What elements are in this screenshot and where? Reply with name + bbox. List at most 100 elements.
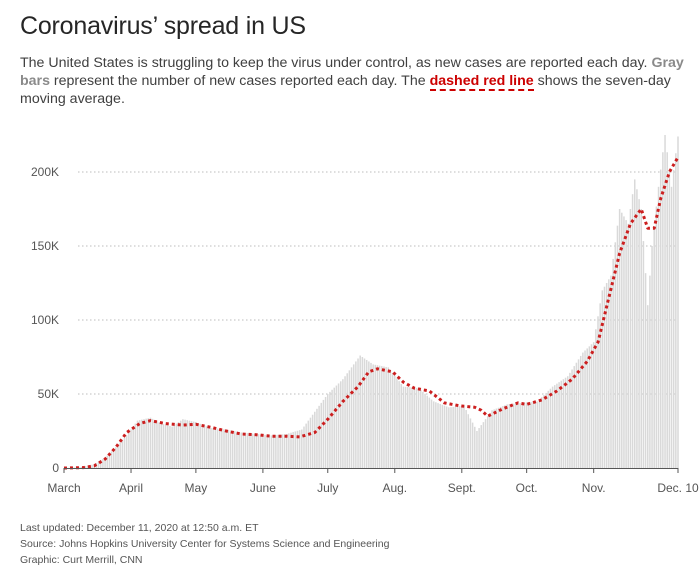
daily-case-bar <box>307 420 310 468</box>
daily-case-bar <box>331 389 333 468</box>
daily-case-bar <box>192 421 195 468</box>
daily-case-bar <box>201 424 204 468</box>
daily-case-bar <box>402 386 405 468</box>
daily-case-bar <box>298 430 301 468</box>
daily-case-bar <box>389 370 392 468</box>
daily-case-bar <box>502 406 504 468</box>
daily-case-bar <box>314 411 316 468</box>
daily-case-bar <box>653 226 655 468</box>
daily-case-bar <box>677 136 679 469</box>
daily-case-bar <box>554 385 556 468</box>
daily-case-bar <box>566 376 569 468</box>
daily-case-bar <box>292 432 294 468</box>
daily-case-bar <box>655 206 658 468</box>
daily-case-bar <box>121 440 124 468</box>
daily-case-bar <box>156 421 158 468</box>
daily-case-bar <box>603 286 606 468</box>
daily-case-bar <box>182 419 184 468</box>
daily-case-bar <box>579 355 582 468</box>
daily-case-bar <box>327 394 329 468</box>
daily-case-bar <box>197 422 199 468</box>
daily-case-bar <box>493 409 495 468</box>
daily-case-bar <box>125 435 128 468</box>
daily-case-bar <box>212 428 214 468</box>
daily-case-bar <box>303 426 305 468</box>
daily-case-bar <box>512 403 515 468</box>
daily-case-bar <box>480 425 483 468</box>
daily-case-bar <box>167 425 169 468</box>
daily-case-bar <box>162 424 165 468</box>
daily-case-bar <box>164 424 167 468</box>
daily-case-bar <box>525 402 528 468</box>
daily-case-bar <box>80 466 83 468</box>
daily-case-bar <box>216 428 219 468</box>
daily-case-bar <box>242 432 245 468</box>
daily-case-bar <box>365 359 368 468</box>
daily-case-bar <box>91 464 93 468</box>
daily-case-bar <box>638 199 640 468</box>
daily-case-bar <box>419 389 422 468</box>
daily-case-bar <box>290 432 292 468</box>
daily-case-bar <box>541 397 543 468</box>
daily-case-bar <box>646 305 649 468</box>
daily-case-bar <box>465 410 467 468</box>
daily-case-bar <box>484 419 487 468</box>
daily-case-bar <box>348 370 351 468</box>
daily-case-bar <box>210 428 212 468</box>
daily-case-bar <box>357 358 359 468</box>
daily-case-bar <box>642 241 645 468</box>
daily-case-bar <box>288 433 290 468</box>
x-tick-label: July <box>317 481 338 495</box>
daily-case-bar <box>279 434 281 468</box>
daily-case-bar <box>97 461 100 468</box>
daily-case-bar <box>275 435 277 468</box>
daily-case-bar <box>110 451 113 468</box>
daily-case-bar <box>247 433 249 468</box>
daily-case-bar <box>627 223 630 468</box>
daily-case-bar <box>564 377 567 468</box>
daily-case-bar <box>186 420 188 468</box>
daily-case-bar <box>515 403 517 468</box>
x-tick-label: June <box>250 481 276 495</box>
daily-case-bar <box>454 406 457 468</box>
daily-case-bar <box>569 372 571 468</box>
daily-case-bar <box>244 432 247 468</box>
daily-case-bar <box>175 423 178 468</box>
daily-case-bar <box>84 466 87 468</box>
daily-case-bar <box>104 457 106 468</box>
daily-case-bar <box>179 420 182 468</box>
daily-case-bar <box>160 423 163 468</box>
daily-case-bar <box>417 388 420 468</box>
daily-case-bar <box>359 355 361 468</box>
x-tick-label: May <box>185 481 208 495</box>
daily-case-bar <box>119 442 121 468</box>
daily-case-bar <box>664 135 666 468</box>
daily-case-bar <box>208 427 210 468</box>
daily-case-bar <box>675 153 677 468</box>
cases-chart: 0 50K 100K 150K 200K March April May June July Au… <box>31 135 699 495</box>
daily-case-bar <box>352 364 355 468</box>
daily-case-bar <box>499 406 502 468</box>
daily-case-bar <box>432 401 435 468</box>
daily-case-bar <box>184 419 186 468</box>
daily-case-bar <box>151 418 154 468</box>
daily-case-bar <box>350 367 353 468</box>
daily-case-bar <box>203 425 206 468</box>
daily-case-bar <box>610 275 612 468</box>
daily-case-bar <box>448 407 450 468</box>
daily-case-bar <box>138 420 141 468</box>
daily-case-bar <box>428 397 431 468</box>
daily-case-bar <box>471 422 474 468</box>
description-text: shows the seven-day moving average. <box>20 73 671 107</box>
daily-case-bar <box>268 435 271 468</box>
daily-case-bar <box>378 365 381 468</box>
daily-case-bar <box>240 432 243 468</box>
daily-case-bar <box>662 152 664 468</box>
daily-case-bar <box>78 467 80 468</box>
daily-case-bar <box>588 346 591 468</box>
daily-case-bar <box>372 364 374 468</box>
daily-case-bar <box>143 419 145 468</box>
daily-case-bar <box>115 447 117 468</box>
daily-case-bar <box>136 420 139 468</box>
daily-case-bar <box>430 399 433 468</box>
